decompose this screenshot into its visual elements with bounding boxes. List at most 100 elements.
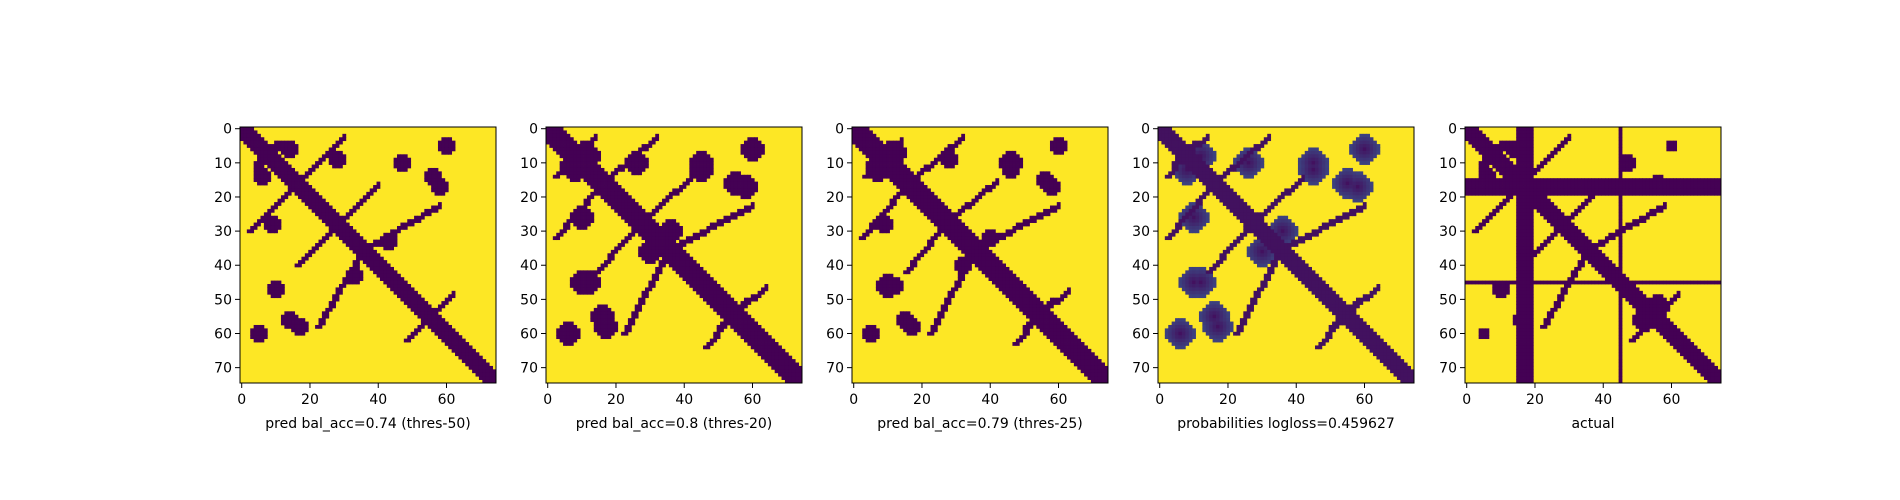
heatmap-cell [287,154,292,159]
heatmap-cell [1277,229,1282,234]
heatmap-cell [397,277,401,281]
heatmap-cell [726,321,731,326]
heatmap-cell [957,236,962,241]
heatmap-cell [1253,243,1258,247]
heatmap-cell [950,294,955,299]
heatmap-cell [658,260,663,264]
heatmap-cell [1369,157,1374,162]
heatmap-cell [1192,161,1196,165]
heatmap-cell [342,239,347,244]
heatmap-cell [1015,164,1020,169]
heatmap-cell [903,174,908,179]
heatmap-cell [692,273,697,278]
heatmap-cell [1043,174,1047,179]
heatmap-cell [631,164,636,169]
heatmap-cell [1171,150,1176,155]
heatmap-cell [1284,188,1289,193]
heatmap-cell [665,243,670,247]
heatmap-cell [937,229,942,234]
heatmap-cell [566,321,571,326]
heatmap-cell [617,243,622,247]
heatmap-cells [852,127,1109,384]
heatmap-cell [604,185,608,189]
heatmap-cell [1250,304,1254,309]
heatmap-cell [1332,328,1336,333]
heatmap-cell [747,328,752,333]
heatmap-cell [1063,335,1068,340]
heatmap-cell [1376,287,1381,292]
heatmap-cell [869,157,873,162]
heatmap-cell [1188,202,1193,206]
heatmap-cell [886,164,890,169]
heatmap-cell [1253,229,1258,234]
heatmap-cell [872,324,877,329]
heatmap-cell [342,157,347,162]
heatmap-cell [906,191,911,196]
heatmap-cell [767,348,772,353]
heatmap-cell [1049,188,1054,193]
heatmap-cell [781,365,786,370]
heatmap-cell [1246,249,1251,254]
heatmap-cell [1209,171,1214,176]
heatmap-cell [1185,154,1190,159]
heatmap-cell [563,225,567,230]
heatmap-cell [944,229,948,234]
heatmap-cell [991,229,996,234]
heatmap-cell [277,280,282,285]
heatmap-cell [383,236,388,241]
heatmap-cell [1168,174,1173,179]
heatmap-cell [1270,239,1275,244]
heatmap-cell [648,260,653,264]
heatmap-cell [600,181,605,186]
heatmap-cell [791,365,796,370]
heatmap-cell [280,164,285,169]
heatmap-cell [1181,208,1186,213]
heatmap-cell [641,154,646,159]
heatmap-cell [723,321,728,326]
heatmap-cell [651,137,656,142]
heatmap-cell [892,164,897,169]
heatmap-cell [274,294,278,299]
heatmap-cell [947,215,952,220]
heatmap-cell [713,338,718,343]
heatmap-cell [610,324,615,329]
heatmap-cell [1178,147,1183,152]
heatmap-cell [274,284,278,288]
heatmap-cell [1294,266,1299,271]
heatmap-cell [1212,266,1217,271]
heatmap-cell [1335,301,1340,305]
heatmap-cell [703,277,707,281]
heatmap-cell [644,147,649,152]
heatmap-cell [597,188,602,193]
heatmap-cell [335,297,340,302]
heatmap-cell [1270,236,1275,241]
heatmap-cell [706,167,711,172]
heatmap-cell [359,253,364,258]
heatmap-cell [246,133,251,138]
heatmap-cell [672,249,677,254]
heatmap-cell [280,144,285,148]
heatmap-cell [250,127,255,131]
heatmap-cell [709,304,714,309]
heatmap-cell [954,215,959,220]
heatmap-cell [740,208,745,213]
heatmap-cell [899,318,904,322]
heatmap-cell [882,147,887,152]
heatmap-cell [1022,304,1027,309]
heatmap-cell [757,140,762,145]
heatmap-cell [448,331,453,336]
heatmap-cell [482,376,487,380]
heatmap-cell [899,147,904,152]
heatmap-cell [947,147,952,152]
heatmap-cell [301,178,306,183]
heatmap-cell [1373,331,1377,336]
heatmap-cell [737,191,741,196]
heatmap-cell [590,171,595,176]
heatmap-cell [390,277,394,281]
heatmap-cell [1067,345,1071,350]
heatmap-cell [1029,297,1034,302]
heatmap-cell [1181,219,1186,223]
heatmap-cell [1202,167,1207,172]
heatmap-cell [886,161,890,165]
heatmap-cell [1039,328,1044,333]
